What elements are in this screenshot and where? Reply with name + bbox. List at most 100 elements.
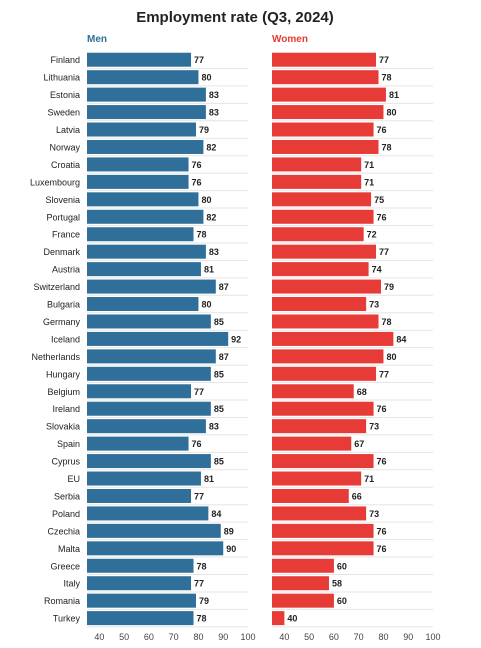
data-label-men: 87 [219, 282, 229, 292]
data-label-men: 82 [206, 212, 216, 222]
category-label: Estonia [50, 90, 80, 100]
category-label: Bulgaria [47, 300, 80, 310]
bar-men [87, 244, 206, 259]
bar-men [87, 349, 216, 364]
data-label-women: 78 [382, 73, 392, 83]
category-label: Spain [57, 439, 80, 449]
data-label-women: 80 [386, 108, 396, 118]
data-label-men: 76 [192, 177, 202, 187]
data-label-men: 85 [214, 317, 224, 327]
data-label-men: 85 [214, 457, 224, 467]
data-label-men: 85 [214, 369, 224, 379]
data-label-men: 79 [199, 125, 209, 135]
data-label-men: 76 [192, 160, 202, 170]
data-label-men: 80 [201, 195, 211, 205]
x-tick-label: 50 [304, 632, 314, 642]
data-label-men: 78 [197, 561, 207, 571]
category-label: Portugal [46, 212, 80, 222]
bar-women [272, 454, 374, 469]
bar-women [272, 384, 354, 399]
data-label-women: 75 [374, 195, 384, 205]
data-label-men: 92 [231, 334, 241, 344]
data-label-women: 84 [396, 334, 406, 344]
chart-rows: Finland 77 77 Lithuania 80 78 Estonia 83 81 Swede… [30, 52, 433, 628]
x-tick-label: 70 [354, 632, 364, 642]
bar-men [87, 122, 196, 137]
category-label: Greece [50, 561, 80, 571]
data-label-men: 77 [194, 491, 204, 501]
x-tick-label: 100 [425, 632, 440, 642]
bar-men [87, 523, 221, 538]
bar-men [87, 488, 192, 503]
bar-men [87, 471, 201, 486]
category-label: EU [67, 474, 80, 484]
category-label: Norway [49, 142, 80, 152]
data-label-women: 71 [364, 474, 374, 484]
data-label-women: 76 [377, 457, 387, 467]
category-label: Latvia [56, 125, 80, 135]
bar-men [87, 576, 192, 591]
bar-men [87, 419, 206, 434]
data-label-women: 68 [357, 387, 367, 397]
data-label-men: 78 [197, 230, 207, 240]
x-tick-label: 60 [329, 632, 339, 642]
bar-men [87, 506, 209, 521]
bar-women [272, 244, 377, 259]
bar-women [272, 52, 377, 67]
category-label: Netherlands [31, 352, 80, 362]
bar-men [87, 366, 211, 381]
category-label: Czechia [47, 526, 80, 536]
bar-women [272, 611, 285, 626]
data-label-women: 73 [369, 509, 379, 519]
bar-men [87, 157, 189, 172]
bar-women [272, 419, 367, 434]
data-label-women: 80 [386, 352, 396, 362]
data-label-women: 76 [377, 544, 387, 554]
x-tick-label: 90 [218, 632, 228, 642]
data-label-women: 40 [287, 614, 297, 624]
category-label: Serbia [54, 491, 80, 501]
x-tick-label: 60 [144, 632, 154, 642]
bar-men [87, 105, 206, 120]
bar-men [87, 52, 192, 67]
x-tick-label: 40 [94, 632, 104, 642]
data-label-women: 74 [372, 265, 382, 275]
bar-men [87, 558, 194, 573]
bar-women [272, 331, 394, 346]
category-label: Iceland [51, 334, 80, 344]
category-label: Slovenia [45, 195, 80, 205]
bar-men [87, 611, 194, 626]
data-label-women: 76 [377, 125, 387, 135]
bar-women [272, 401, 374, 416]
category-label: Slovakia [46, 422, 80, 432]
bar-men [87, 436, 189, 451]
bar-women [272, 174, 362, 189]
data-label-men: 77 [194, 579, 204, 589]
data-label-women: 79 [384, 282, 394, 292]
bar-women [272, 105, 384, 120]
x-tick-label: 80 [193, 632, 203, 642]
bar-women [272, 279, 381, 294]
category-label: Ireland [52, 404, 80, 414]
bar-men [87, 297, 199, 312]
data-label-women: 71 [364, 160, 374, 170]
data-label-men: 81 [204, 474, 214, 484]
x-tick-label: 80 [378, 632, 388, 642]
data-label-women: 73 [369, 422, 379, 432]
bar-women [272, 541, 374, 556]
category-label: France [52, 230, 80, 240]
data-label-men: 77 [194, 55, 204, 65]
x-tick-label: 70 [169, 632, 179, 642]
bar-women [272, 227, 364, 242]
data-label-men: 77 [194, 387, 204, 397]
x-tick-label: 40 [279, 632, 289, 642]
chart-title: Employment rate (Q3, 2024) [136, 9, 334, 26]
bar-men [87, 192, 199, 207]
category-label: Austria [52, 265, 80, 275]
data-label-men: 80 [201, 73, 211, 83]
bar-women [272, 209, 374, 224]
data-label-women: 66 [352, 491, 362, 501]
bar-women [272, 139, 379, 154]
